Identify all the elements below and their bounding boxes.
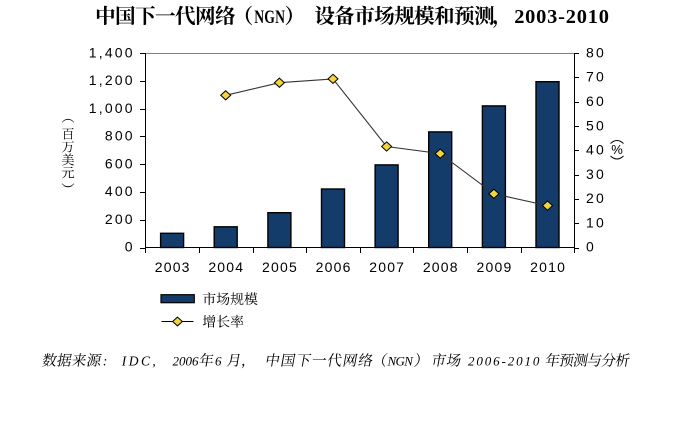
svg-text:2006: 2006	[173, 354, 200, 369]
svg-text:40: 40	[586, 142, 606, 158]
svg-text:2004: 2004	[208, 259, 244, 275]
svg-text:2008: 2008	[423, 259, 459, 275]
svg-text:10: 10	[586, 214, 606, 230]
svg-text:80: 80	[586, 44, 606, 60]
svg-text:0: 0	[586, 239, 596, 255]
svg-text:20: 20	[586, 190, 606, 206]
svg-text:1,400: 1,400	[89, 44, 135, 60]
svg-text:30: 30	[586, 166, 606, 182]
svg-text:200: 200	[105, 211, 135, 227]
svg-text:1,000: 1,000	[89, 100, 135, 116]
svg-text:2005: 2005	[262, 259, 298, 275]
svg-text:%: %	[611, 142, 623, 157]
svg-text:2007: 2007	[369, 259, 405, 275]
svg-text:2009: 2009	[477, 259, 513, 275]
svg-text:2010: 2010	[530, 259, 566, 275]
svg-text:400: 400	[105, 183, 135, 199]
svg-text:1,200: 1,200	[89, 72, 135, 88]
svg-text:50: 50	[586, 117, 606, 133]
svg-text:2006-2010: 2006-2010	[468, 354, 540, 369]
svg-text:800: 800	[105, 128, 135, 144]
svg-text:2006: 2006	[316, 259, 352, 275]
svg-text:2003: 2003	[155, 259, 191, 275]
svg-text:NGN: NGN	[254, 6, 285, 28]
svg-text:NGN: NGN	[387, 354, 415, 369]
svg-text:IDC,: IDC,	[121, 354, 156, 369]
svg-text:60: 60	[586, 93, 606, 109]
svg-text:0: 0	[125, 239, 135, 255]
svg-text:70: 70	[586, 69, 606, 85]
svg-text:600: 600	[105, 155, 135, 171]
svg-text::: :	[103, 355, 108, 370]
svg-text:6: 6	[215, 354, 222, 369]
svg-text:2003-2010: 2003-2010	[514, 6, 610, 28]
